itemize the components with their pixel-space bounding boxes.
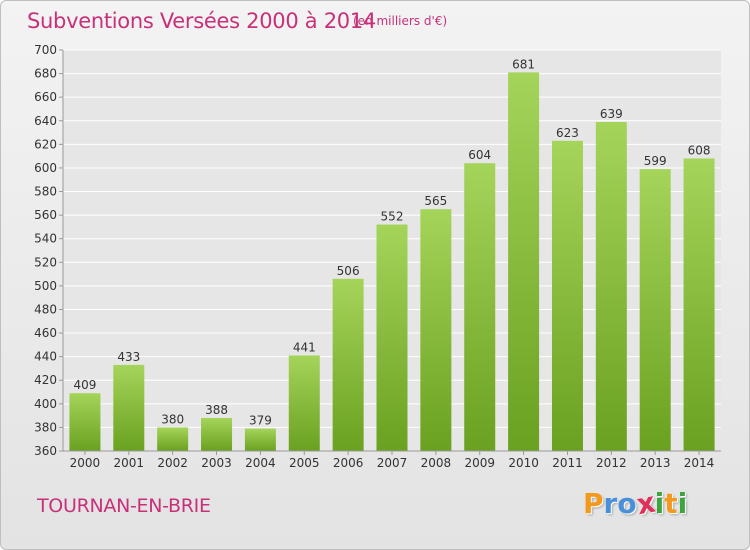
x-tick-label-2011: 2011 xyxy=(552,456,583,470)
x-tick-label-2006: 2006 xyxy=(333,456,364,470)
y-tick-label: 400 xyxy=(34,397,57,411)
x-tick-label-2013: 2013 xyxy=(640,456,671,470)
bar-2001 xyxy=(113,364,145,451)
value-label-2009: 604 xyxy=(468,148,491,162)
x-tick-label-2005: 2005 xyxy=(289,456,320,470)
value-label-2007: 552 xyxy=(381,210,404,224)
logo-letter: i xyxy=(654,487,665,520)
bar-2009 xyxy=(464,163,496,452)
bar-2008 xyxy=(420,209,452,451)
x-tick-label-2010: 2010 xyxy=(508,456,539,470)
logo-letter: P xyxy=(583,487,604,520)
logo-letter: t xyxy=(664,487,678,520)
value-label-2012: 639 xyxy=(600,107,623,121)
bars: 409 433 380 388 379 441 506 552 565 604 681 623 639 5… xyxy=(69,57,715,452)
y-tick-label: 620 xyxy=(34,137,57,151)
y-tick-label: 480 xyxy=(34,302,57,316)
bar-2005 xyxy=(288,355,320,451)
y-tick-label: 680 xyxy=(34,67,57,81)
bar-2012 xyxy=(595,121,627,451)
value-label-2011: 623 xyxy=(556,126,579,140)
y-tick-label: 600 xyxy=(34,161,57,175)
logo-letter: i xyxy=(677,487,688,520)
bar-2014 xyxy=(683,158,715,451)
y-tick-label: 700 xyxy=(34,43,57,57)
value-label-2008: 565 xyxy=(424,194,447,208)
y-tick-label: 660 xyxy=(34,90,57,104)
bar-2006 xyxy=(332,278,364,451)
logo-letter: r xyxy=(603,487,618,520)
y-axis: 360 380 400 420 440 460 480 500 520 540 560 580 600 6… xyxy=(34,43,63,458)
value-label-2010: 681 xyxy=(512,57,535,71)
x-tick-label-2009: 2009 xyxy=(464,456,495,470)
value-label-2002: 380 xyxy=(161,412,184,426)
y-tick-label: 420 xyxy=(34,373,57,387)
y-tick-label: 640 xyxy=(34,114,57,128)
value-label-2004: 379 xyxy=(249,414,272,428)
bar-2011 xyxy=(551,140,583,452)
bar-2007 xyxy=(376,224,408,451)
logo-letter: o xyxy=(617,487,637,520)
x-tick-label-2003: 2003 xyxy=(201,456,232,470)
commune-name: TOURNAN-EN-BRIE xyxy=(37,495,211,517)
x-tick-label-2007: 2007 xyxy=(377,456,408,470)
x-tick-label-2012: 2012 xyxy=(596,456,627,470)
value-label-2014: 608 xyxy=(688,144,711,158)
x-tick-label-2001: 2001 xyxy=(114,456,145,470)
y-tick-label: 360 xyxy=(34,444,57,458)
bar-2004 xyxy=(244,428,276,451)
x-axis: 2000 2001 2002 2003 2004 2005 2006 2007 2008 2009… xyxy=(70,451,715,470)
bar-2003 xyxy=(201,417,233,451)
value-label-2003: 388 xyxy=(205,403,228,417)
y-tick-label: 380 xyxy=(34,420,57,434)
y-tick-label: 580 xyxy=(34,185,57,199)
x-tick-label-2002: 2002 xyxy=(157,456,188,470)
bar-2013 xyxy=(639,169,671,451)
y-tick-label: 520 xyxy=(34,255,57,269)
x-tick-label-2004: 2004 xyxy=(245,456,276,470)
value-label-2000: 409 xyxy=(73,378,96,392)
bar-2002 xyxy=(157,427,189,451)
y-tick-label: 460 xyxy=(34,326,57,340)
y-tick-label: 540 xyxy=(34,232,57,246)
y-tick-label: 560 xyxy=(34,208,57,222)
x-tick-label-2000: 2000 xyxy=(70,456,101,470)
bar-2010 xyxy=(508,72,540,452)
value-label-2005: 441 xyxy=(293,340,316,354)
y-tick-label: 500 xyxy=(34,279,57,293)
chart-title: Subventions Versées 2000 à 2014 xyxy=(27,9,376,33)
unit-note: (en milliers d'€) xyxy=(353,14,448,28)
value-label-2006: 506 xyxy=(337,264,360,278)
value-label-2001: 433 xyxy=(117,350,140,364)
x-tick-label-2008: 2008 xyxy=(421,456,452,470)
proxiti-logo: Proxiti xyxy=(583,486,688,522)
x-tick-label-2014: 2014 xyxy=(684,456,715,470)
y-tick-label: 440 xyxy=(34,350,57,364)
value-label-2013: 599 xyxy=(644,154,667,168)
bar-2000 xyxy=(69,393,101,451)
